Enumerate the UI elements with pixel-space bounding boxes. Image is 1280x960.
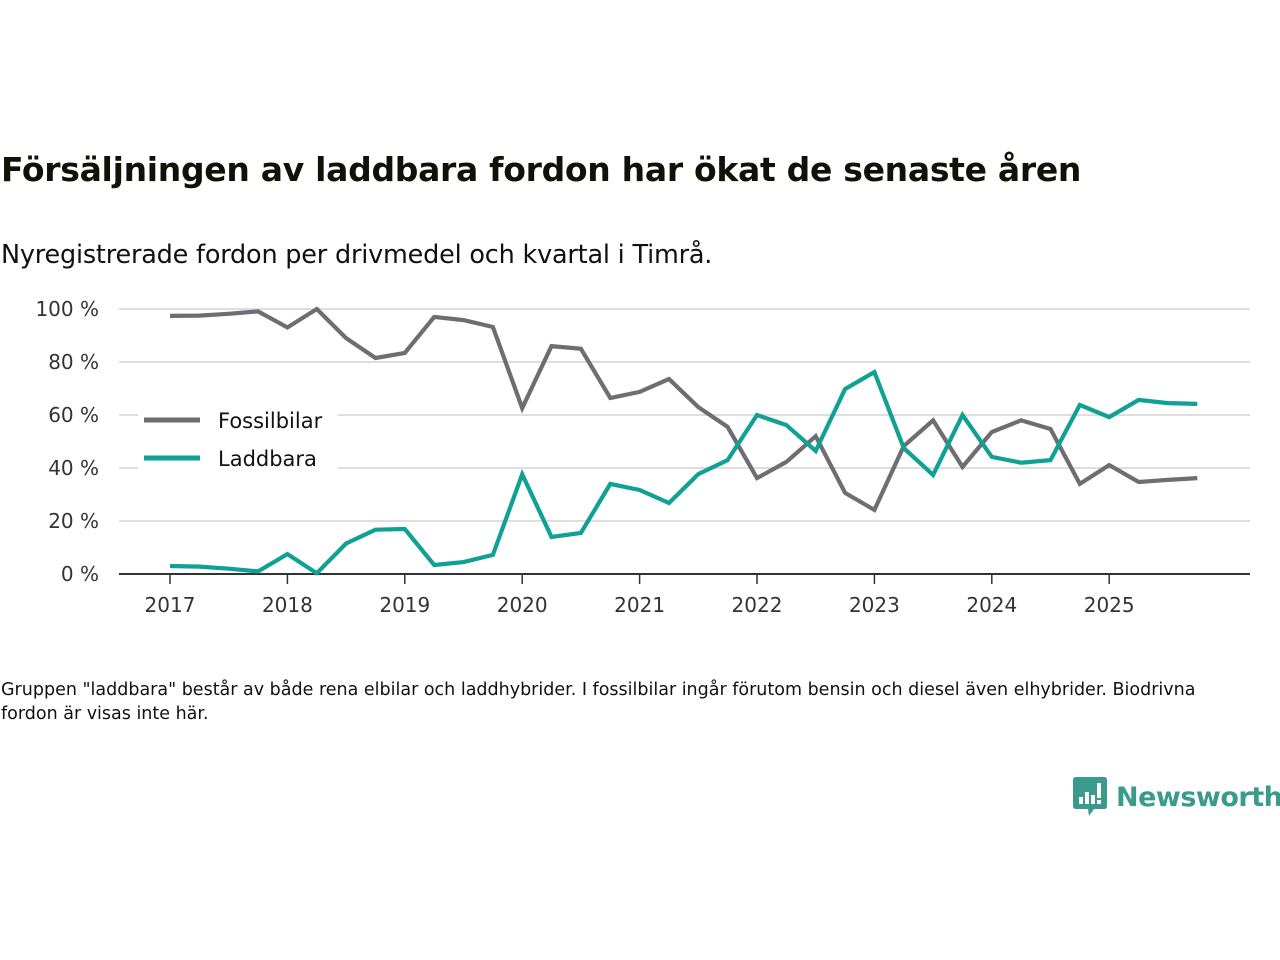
chart-subtitle: Nyregistrerade fordon per drivmedel och …: [1, 240, 713, 270]
legend-label-fossilbilar: Fossilbilar: [218, 409, 323, 433]
x-tick-label: 2020: [497, 593, 548, 617]
x-tick-label: 2023: [849, 593, 900, 617]
series-line-fossilbilar: [169, 306, 1198, 513]
x-axis: 2017 2018 2019 2020 2021 2022 2023 2024 2025: [119, 573, 1250, 617]
y-tick-label: 60 %: [48, 403, 99, 427]
x-tick-label: 2021: [614, 593, 665, 617]
legend-background: [138, 404, 338, 476]
y-tick-label: 0 %: [61, 562, 99, 586]
y-tick-label: 40 %: [48, 456, 99, 480]
footnote: Gruppen "laddbara" består av både rena e…: [1, 680, 1196, 724]
y-tick-label: 20 %: [48, 509, 99, 533]
series-lines: [169, 306, 1198, 576]
newsworthy-chart-bubble-icon: [1073, 777, 1107, 816]
x-tick-label: 2022: [732, 593, 783, 617]
y-tick-label: 80 %: [48, 350, 99, 374]
chart-title: Försäljningen av laddbara fordon har öka…: [1, 150, 1082, 189]
y-axis-tick-labels: 0 % 20 % 40 % 60 % 80 % 100 %: [35, 297, 99, 586]
series-line-laddbara: [169, 369, 1198, 576]
y-tick-label: 100 %: [35, 297, 99, 321]
x-tick-label: 2019: [379, 593, 430, 617]
logo-text: Newsworthy: [1116, 781, 1280, 813]
line-chart: 0 % 20 % 40 % 60 % 80 % 100 % 2017 2018 2019 202…: [35, 297, 1250, 617]
legend: Fossilbilar Laddbara: [138, 404, 338, 476]
x-tick-label: 2017: [145, 593, 196, 617]
x-tick-label: 2025: [1084, 593, 1135, 617]
x-tick-label: 2024: [966, 593, 1017, 617]
legend-label-laddbara: Laddbara: [218, 447, 317, 471]
newsworthy-logo: Newsworthy: [1073, 777, 1280, 817]
x-tick-label: 2018: [262, 593, 313, 617]
